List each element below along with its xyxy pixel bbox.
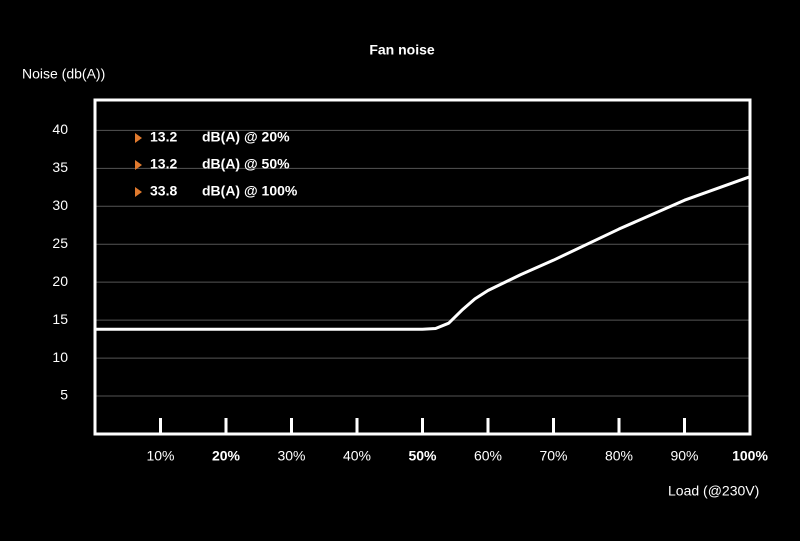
y-axis-title: Noise (db(A)) (22, 66, 105, 82)
y-tick-label: 20 (52, 273, 68, 289)
x-tick-label: 40% (343, 448, 371, 464)
annotation-value: 13.2 (150, 156, 177, 172)
x-tick-label: 10% (146, 448, 174, 464)
x-tick-label: 30% (277, 448, 305, 464)
annotation-arrow (135, 160, 142, 170)
plot-frame (93, 98, 752, 436)
x-tick-label: 90% (670, 448, 698, 464)
y-tick-label: 40 (52, 121, 68, 137)
x-tick-label: 60% (474, 448, 502, 464)
x-tick-label: 100% (732, 448, 768, 464)
annotation-arrow (135, 133, 142, 143)
y-tick-label: 25 (52, 235, 68, 251)
chart-title: Fan noise (369, 42, 435, 58)
annotation-label: dB(A) @ 20% (202, 129, 290, 145)
x-tick-label: 50% (408, 448, 437, 464)
x-tick-label: 80% (605, 448, 633, 464)
y-tick-label: 35 (52, 159, 68, 175)
annotation-arrow (135, 187, 142, 197)
y-tick-label: 5 (60, 387, 68, 403)
x-tick-label: 20% (212, 448, 241, 464)
annotation-label: dB(A) @ 100% (202, 183, 298, 199)
y-tick-label: 10 (52, 349, 68, 365)
x-tick-label: 70% (539, 448, 567, 464)
y-tick-label: 15 (52, 311, 68, 327)
line (95, 175, 751, 331)
annotation-value: 13.2 (150, 129, 177, 145)
x-axis-title: Load (@230V) (668, 483, 759, 499)
annotation-label: dB(A) @ 50% (202, 156, 290, 172)
annotation-value: 33.8 (150, 183, 177, 199)
y-tick-label: 30 (52, 197, 68, 213)
